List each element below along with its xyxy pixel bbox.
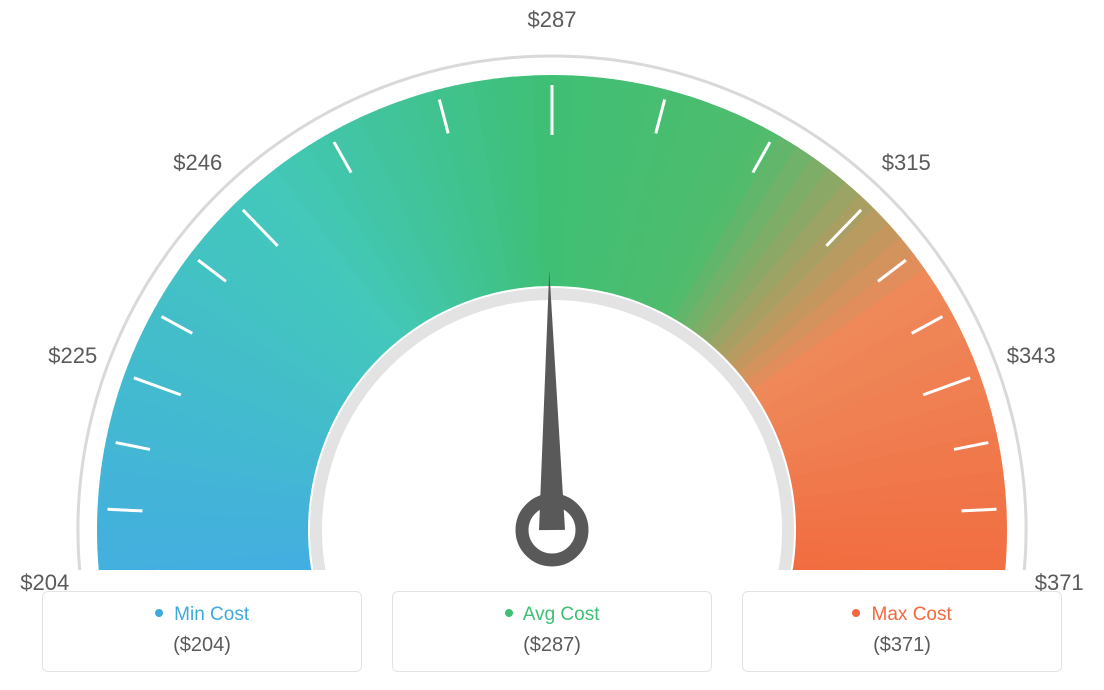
- legend-title-min: Min Cost: [53, 604, 351, 626]
- legend-row: Min Cost ($204) Avg Cost ($287) Max Cost…: [0, 591, 1104, 672]
- legend-value-max: ($371): [753, 634, 1051, 657]
- dot-icon-avg: [505, 609, 513, 617]
- gauge-tick-label: $315: [882, 150, 931, 176]
- legend-title-text-min: Min Cost: [174, 604, 249, 625]
- legend-title-avg: Avg Cost: [403, 604, 701, 626]
- gauge-chart: $204$225$246$287$315$343$371: [0, 0, 1104, 570]
- legend-value-min: ($204): [53, 634, 351, 657]
- dot-icon-min: [155, 609, 163, 617]
- gauge-tick-label: $287: [528, 7, 577, 33]
- legend-title-text-avg: Avg Cost: [523, 604, 600, 625]
- legend-title-max: Max Cost: [753, 604, 1051, 626]
- legend-title-text-max: Max Cost: [872, 604, 952, 625]
- legend-card-avg: Avg Cost ($287): [392, 591, 712, 672]
- gauge-svg: [0, 0, 1104, 570]
- gauge-tick-label: $246: [173, 150, 222, 176]
- legend-card-min: Min Cost ($204): [42, 591, 362, 672]
- gauge-needle: [539, 270, 565, 530]
- dot-icon-max: [852, 609, 860, 617]
- gauge-tick-label: $343: [1007, 343, 1056, 369]
- legend-value-avg: ($287): [403, 634, 701, 657]
- gauge-tick-label: $225: [48, 343, 97, 369]
- legend-card-max: Max Cost ($371): [742, 591, 1062, 672]
